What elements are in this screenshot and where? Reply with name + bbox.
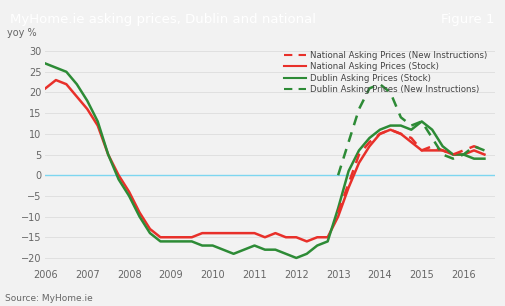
Legend: National Asking Prices (New Instructions), National Asking Prices (Stock), Dubli: National Asking Prices (New Instructions… — [281, 47, 490, 98]
Text: yoy %: yoy % — [7, 28, 37, 38]
Text: Source: MyHome.ie: Source: MyHome.ie — [5, 294, 93, 303]
Text: Figure 1: Figure 1 — [441, 13, 495, 26]
Text: MyHome.ie asking prices, Dublin and national: MyHome.ie asking prices, Dublin and nati… — [10, 13, 316, 26]
